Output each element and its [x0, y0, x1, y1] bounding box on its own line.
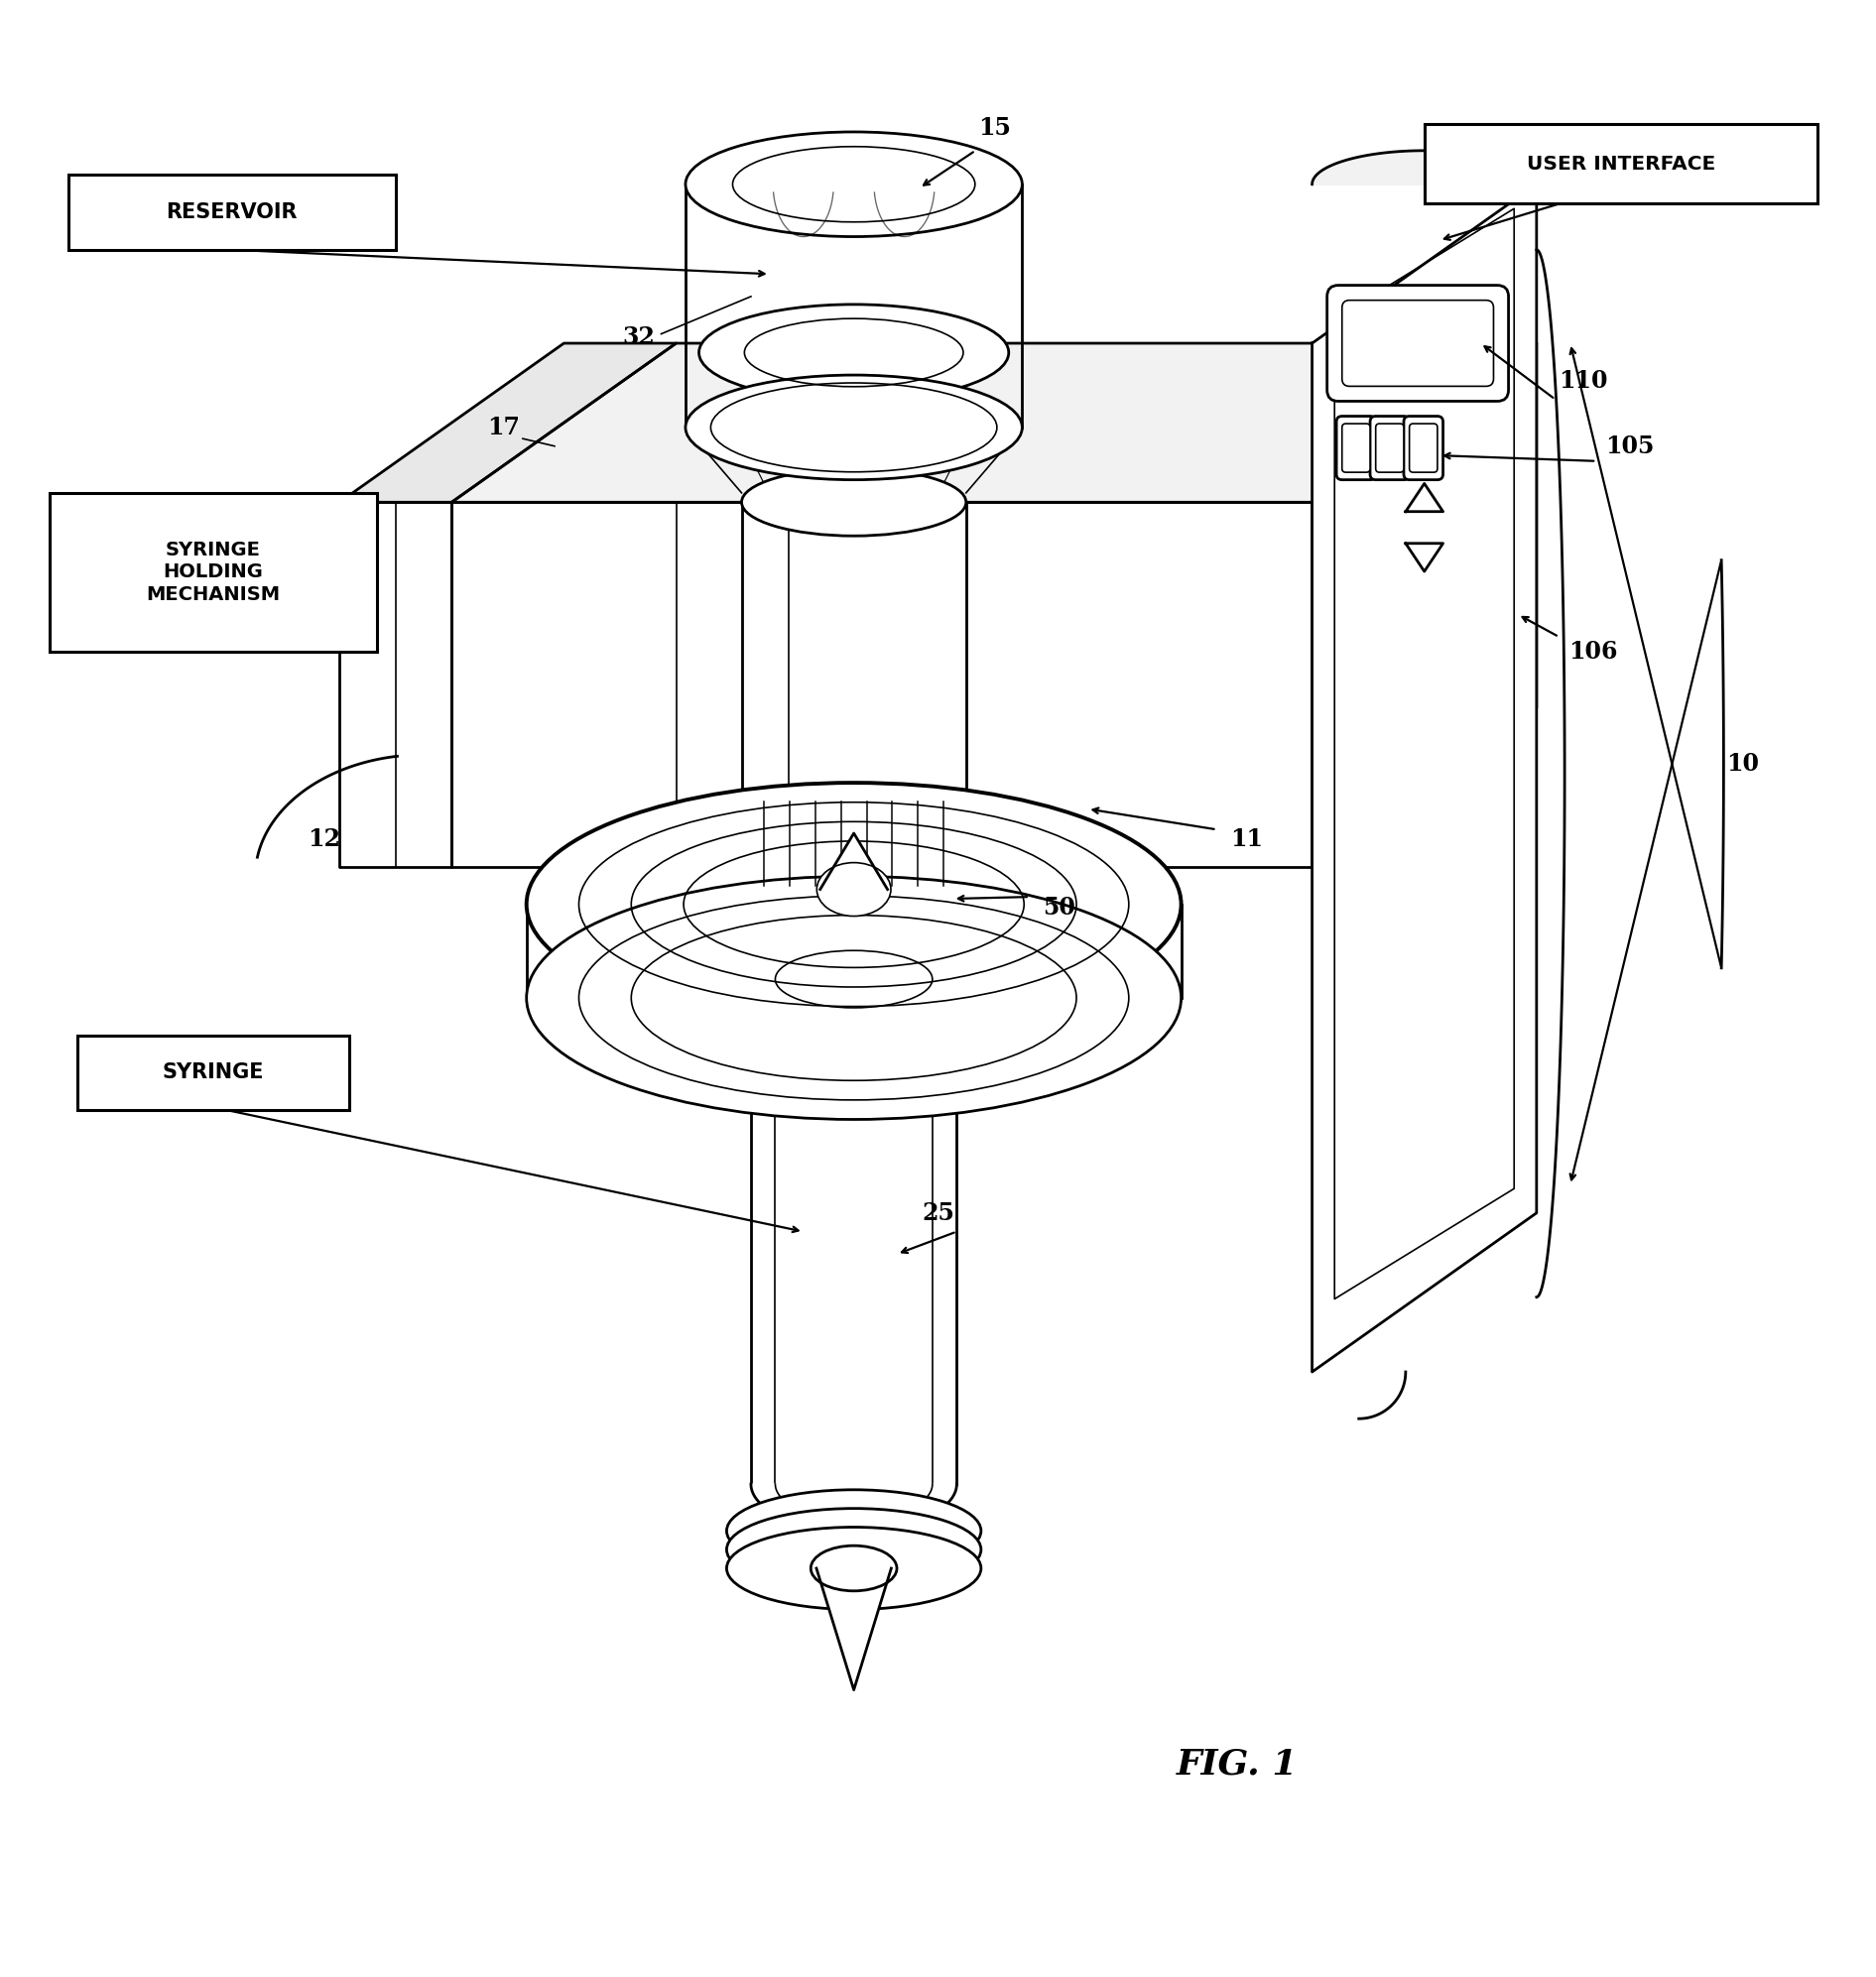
Text: SYRINGE
HOLDING
MECHANISM: SYRINGE HOLDING MECHANISM [146, 540, 280, 605]
Ellipse shape [750, 945, 957, 1012]
Text: 17: 17 [488, 415, 520, 439]
Ellipse shape [810, 1546, 897, 1591]
Polygon shape [340, 502, 452, 868]
Polygon shape [1311, 184, 1536, 1372]
Polygon shape [340, 344, 675, 502]
Ellipse shape [527, 876, 1182, 1119]
Polygon shape [1405, 484, 1443, 512]
Bar [1424, 125, 1818, 204]
Text: 50: 50 [1043, 896, 1077, 919]
Polygon shape [452, 344, 1536, 502]
Polygon shape [1405, 544, 1443, 571]
Text: 110: 110 [1559, 370, 1608, 393]
FancyBboxPatch shape [1341, 423, 1369, 473]
FancyBboxPatch shape [1409, 423, 1437, 473]
Text: RESERVOIR: RESERVOIR [167, 202, 298, 221]
Text: FIG. 1: FIG. 1 [1176, 1748, 1298, 1781]
Ellipse shape [816, 862, 891, 915]
Text: 106: 106 [1568, 641, 1617, 664]
Polygon shape [452, 502, 1311, 868]
Ellipse shape [700, 304, 1009, 401]
FancyBboxPatch shape [1336, 417, 1375, 480]
FancyBboxPatch shape [1326, 285, 1508, 401]
Text: 11: 11 [1231, 826, 1263, 850]
Polygon shape [816, 1554, 891, 1690]
Text: 105: 105 [1606, 435, 1655, 459]
Ellipse shape [685, 376, 1022, 480]
Ellipse shape [726, 1508, 981, 1591]
Bar [68, 174, 396, 249]
Ellipse shape [685, 132, 1022, 237]
Text: USER INTERFACE: USER INTERFACE [1527, 154, 1715, 174]
Polygon shape [750, 1485, 957, 1530]
FancyBboxPatch shape [1369, 417, 1409, 480]
Text: 12: 12 [308, 826, 341, 850]
Text: 10: 10 [1726, 751, 1758, 775]
Text: 32: 32 [623, 326, 655, 350]
FancyBboxPatch shape [1375, 423, 1403, 473]
FancyBboxPatch shape [1341, 301, 1493, 386]
Ellipse shape [527, 783, 1182, 1026]
Ellipse shape [741, 469, 966, 536]
Bar [49, 492, 377, 652]
Ellipse shape [726, 1491, 981, 1572]
Text: 25: 25 [921, 1202, 955, 1226]
Bar [77, 1036, 349, 1109]
Ellipse shape [726, 1526, 981, 1609]
FancyBboxPatch shape [1403, 417, 1443, 480]
Polygon shape [820, 832, 887, 902]
Polygon shape [1311, 344, 1536, 868]
Text: SYRINGE: SYRINGE [163, 1064, 265, 1083]
Text: 15: 15 [977, 117, 1011, 140]
